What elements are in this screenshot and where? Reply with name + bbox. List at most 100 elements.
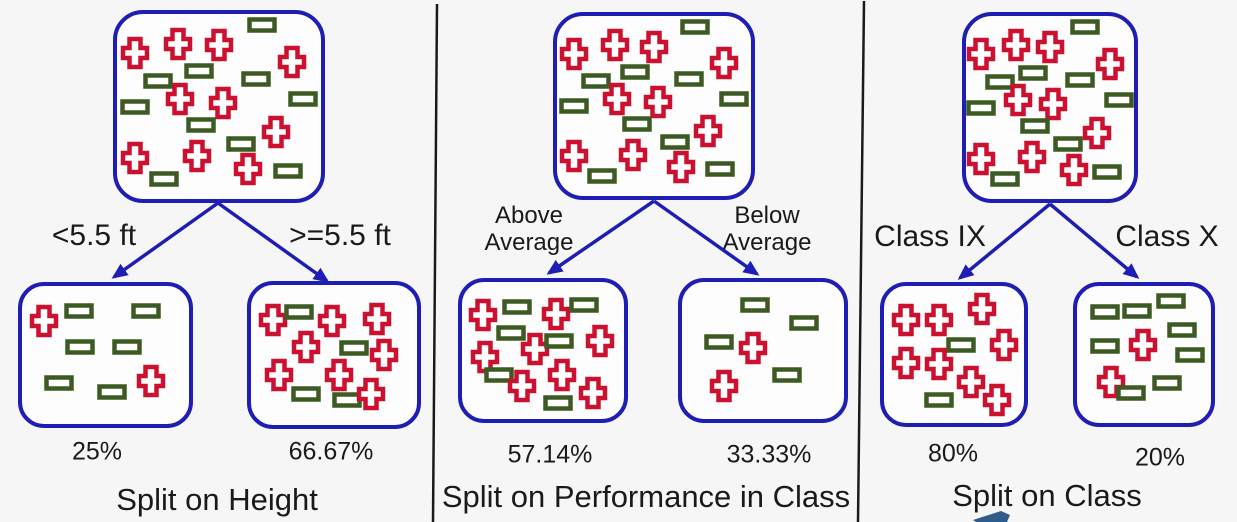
minus-symbol xyxy=(1090,304,1120,320)
plus-symbol xyxy=(204,29,234,62)
plus-symbol xyxy=(983,383,1012,416)
minus-symbol xyxy=(788,315,819,331)
plus-symbol xyxy=(208,86,238,120)
right-node-box xyxy=(1073,282,1215,427)
minus-symbol xyxy=(484,367,514,383)
minus-symbol xyxy=(544,333,574,349)
plus-symbol xyxy=(1017,140,1046,174)
plus-symbol xyxy=(602,82,632,116)
plus-symbol xyxy=(1128,328,1157,362)
minus-symbol xyxy=(559,98,590,114)
plus-symbol xyxy=(1002,29,1031,62)
plus-symbol xyxy=(29,304,58,337)
minus-symbol xyxy=(65,338,96,355)
plus-symbol xyxy=(264,358,294,391)
panel-title: Split on Class xyxy=(952,478,1142,513)
plus-symbol xyxy=(967,293,997,326)
minus-symbol xyxy=(619,64,650,80)
percentage-right: 66.67% xyxy=(288,437,374,466)
minus-symbol xyxy=(1104,92,1134,108)
minus-symbol xyxy=(287,91,318,107)
plus-symbol xyxy=(924,304,953,337)
percentage-left: 80% xyxy=(927,439,979,468)
minus-symbol xyxy=(226,135,257,152)
plus-symbol xyxy=(709,46,739,80)
minus-symbol xyxy=(772,367,803,383)
plus-symbol xyxy=(548,358,577,392)
minus-symbol xyxy=(581,73,611,89)
plus-symbol xyxy=(541,297,571,330)
plus-symbol xyxy=(278,45,307,79)
panel-title: Split on Performance in Class xyxy=(441,479,851,514)
plus-symbol xyxy=(560,37,589,71)
plus-symbol xyxy=(739,331,768,364)
plus-symbol xyxy=(165,82,195,116)
minus-symbol xyxy=(1152,375,1182,392)
root-node-box xyxy=(553,12,755,200)
plus-symbol xyxy=(121,142,150,175)
plus-symbol xyxy=(1039,87,1068,121)
minus-symbol xyxy=(1090,338,1120,355)
minus-symbol xyxy=(1070,19,1101,35)
branch-label-right: Class X xyxy=(1115,220,1219,253)
minus-symbol xyxy=(1122,302,1153,319)
minus-symbol xyxy=(718,91,749,107)
minus-symbol xyxy=(149,170,179,187)
minus-symbol xyxy=(130,303,161,319)
plus-symbol xyxy=(1035,30,1065,64)
left-node-box xyxy=(458,278,628,423)
minus-symbol xyxy=(1166,322,1197,338)
plus-symbol xyxy=(666,150,696,184)
plus-symbol xyxy=(956,365,986,399)
percentage-right: 20% xyxy=(1134,443,1186,472)
percentage-left: 25% xyxy=(71,437,123,466)
plus-symbol xyxy=(136,364,165,398)
minus-symbol xyxy=(183,63,214,80)
minus-symbol xyxy=(43,374,74,391)
plus-symbol xyxy=(643,86,673,119)
minus-symbol xyxy=(284,303,314,320)
plus-symbol xyxy=(578,376,608,410)
panel-title: Split on Height xyxy=(116,482,318,517)
minus-symbol xyxy=(586,168,617,184)
minus-symbol xyxy=(966,99,996,116)
root-node-box xyxy=(962,12,1138,203)
minus-symbol xyxy=(1115,385,1146,401)
minus-symbol xyxy=(120,98,151,115)
percentage-right: 33.33% xyxy=(726,440,812,469)
minus-symbol xyxy=(989,171,1020,187)
minus-symbol xyxy=(984,74,1015,90)
plus-symbol xyxy=(261,116,291,149)
minus-symbol xyxy=(923,391,954,408)
left-node-box xyxy=(18,282,193,428)
plus-symbol xyxy=(291,330,321,363)
plus-symbol xyxy=(560,140,589,173)
minus-symbol xyxy=(185,117,216,133)
minus-symbol xyxy=(568,297,599,314)
minus-symbol xyxy=(1018,64,1048,81)
plus-symbol xyxy=(233,153,262,186)
minus-symbol xyxy=(704,334,734,351)
minus-symbol xyxy=(291,386,321,402)
plus-symbol xyxy=(258,303,287,337)
plus-symbol xyxy=(892,304,921,337)
plus-symbol xyxy=(356,377,385,411)
plus-symbol xyxy=(318,305,347,338)
minus-symbol xyxy=(1156,293,1186,309)
minus-symbol xyxy=(339,340,369,356)
minus-symbol xyxy=(1020,118,1050,134)
right-node-box xyxy=(247,281,421,429)
minus-symbol xyxy=(679,19,710,35)
minus-symbol xyxy=(1053,136,1084,152)
plus-symbol xyxy=(324,358,354,391)
plus-symbol xyxy=(600,28,630,62)
plus-symbol xyxy=(121,36,150,70)
plus-symbol xyxy=(618,138,647,171)
minus-symbol xyxy=(502,298,532,315)
minus-symbol xyxy=(1065,72,1095,88)
left-node-box xyxy=(880,282,1028,427)
plus-symbol xyxy=(966,142,996,175)
branch-label-left: Class IX xyxy=(874,220,986,253)
minus-symbol xyxy=(240,71,271,87)
